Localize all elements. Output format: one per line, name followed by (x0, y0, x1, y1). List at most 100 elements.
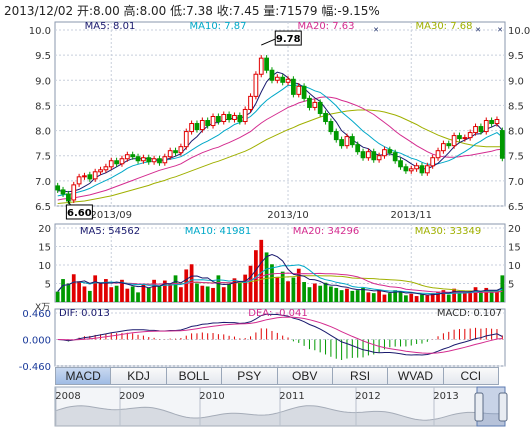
volume-bar (221, 287, 226, 302)
event-marker-icon: ✕ (497, 26, 503, 34)
volume-bar (168, 284, 173, 302)
candle-body (114, 160, 119, 165)
candle-body (253, 73, 259, 97)
tab-kdj[interactable]: KDJ (111, 367, 167, 385)
volume-ma10-line (57, 264, 503, 295)
candle-body (199, 120, 205, 131)
candle-body (60, 189, 66, 195)
tab-macd[interactable]: MACD (55, 367, 112, 385)
candle-body (280, 76, 286, 83)
candle-body (216, 115, 221, 123)
candle-body (462, 137, 468, 140)
candle-body (483, 120, 489, 133)
volume-bar (205, 286, 210, 302)
volume-y-tick-left: 20 (38, 224, 51, 235)
volume-bar (280, 271, 285, 302)
volume-bar (468, 290, 473, 302)
volume-ma-legend: MA10: 41981 (185, 226, 252, 237)
price-y-tick-left: 9.5 (35, 51, 51, 62)
macd-label: MACD: 0.107 (437, 308, 502, 319)
candle-body (82, 175, 87, 178)
volume-bar (286, 281, 290, 302)
volume-bar (420, 294, 424, 302)
volume-y-tick-left: 5 (45, 280, 51, 291)
volume-bar (350, 290, 355, 302)
candle-body (55, 185, 61, 191)
volume-bar (495, 290, 499, 302)
volume-bar (77, 281, 81, 302)
price-ma-legend: MA5: 8.01 (85, 21, 136, 32)
volume-bar (152, 279, 156, 302)
volume-unit: X万 (35, 303, 50, 313)
price-ma-legend: MA10: 7.87 (189, 21, 246, 32)
volume-bar (275, 276, 280, 302)
volume-bar (141, 284, 146, 302)
candle-body (264, 57, 269, 71)
price-y-tick-left: 6.5 (35, 202, 51, 213)
event-marker-icon: ✕ (373, 26, 379, 34)
tab-obv[interactable]: OBV (277, 367, 333, 385)
price-y-tick-right: 7.5 (508, 152, 524, 163)
price-y-tick-right: 10.0 (508, 26, 530, 37)
price-x-label: 2013/09 (90, 210, 132, 221)
timeline-right-handle[interactable] (498, 392, 508, 422)
price-y-tick-left: 7.0 (35, 177, 51, 188)
candle-body (408, 168, 414, 172)
candle-body (146, 157, 152, 163)
price-y-tick-left: 9.0 (35, 76, 51, 87)
candle-body (108, 160, 114, 168)
volume-bar (334, 287, 339, 302)
indicator-tabs: MACD KDJ BOLL PSY OBV RSI WVAD CCI (55, 367, 499, 385)
volume-bar (484, 287, 489, 302)
candle-body (98, 169, 103, 173)
price-panel-frame (54, 21, 506, 207)
volume-bar (104, 279, 108, 302)
candle-body (441, 143, 446, 152)
candle-body (87, 174, 93, 180)
volume-bar (173, 275, 178, 302)
volume-bar (371, 293, 376, 302)
tab-psy[interactable]: PSY (222, 367, 278, 385)
volume-bar (87, 290, 92, 302)
volume-bar (355, 290, 360, 302)
dea-line (57, 316, 503, 354)
tab-rsi[interactable]: RSI (332, 367, 389, 385)
macd-y-tick: 0.460 (22, 309, 51, 320)
candle-body (392, 152, 398, 162)
candle-body (371, 151, 377, 161)
macd-y-tick: 0.000 (22, 336, 51, 347)
timeline-left-handle[interactable] (474, 392, 484, 422)
candle-body (366, 151, 371, 159)
volume-bar (441, 290, 446, 302)
candle-body (312, 101, 318, 108)
volume-bar (366, 292, 371, 302)
volume-bar (393, 290, 398, 302)
tab-boll[interactable]: BOLL (166, 367, 223, 385)
volume-bar (500, 275, 505, 302)
volume-bar (243, 274, 248, 302)
candle-body (141, 157, 146, 162)
candle-body (162, 156, 168, 164)
tab-cci[interactable]: CCI (443, 367, 499, 385)
price-y-tick-right: 6.5 (508, 202, 524, 213)
volume-bar (179, 287, 183, 302)
candle-body (71, 184, 77, 201)
volume-ma-legend: MA5: 54562 (80, 226, 140, 237)
volume-bar (398, 291, 403, 302)
event-marker-icon: ✕ (475, 26, 481, 34)
tab-wvad[interactable]: WVAD (388, 367, 444, 385)
price-ma-legend: MA30: 7.68 (415, 21, 472, 32)
volume-bar (125, 288, 130, 302)
candle-body (178, 146, 184, 154)
candle-body (473, 126, 478, 134)
ma10-line (57, 84, 503, 197)
candle-body (296, 85, 302, 95)
candle-body (173, 150, 178, 154)
volume-bar (329, 286, 333, 302)
price-y-tick-right: 9.0 (508, 76, 524, 87)
volume-y-tick-left: 15 (38, 243, 51, 254)
candle-body (494, 119, 500, 125)
candle-body (301, 85, 307, 99)
candle-body (194, 123, 200, 131)
candle-body (226, 113, 232, 121)
